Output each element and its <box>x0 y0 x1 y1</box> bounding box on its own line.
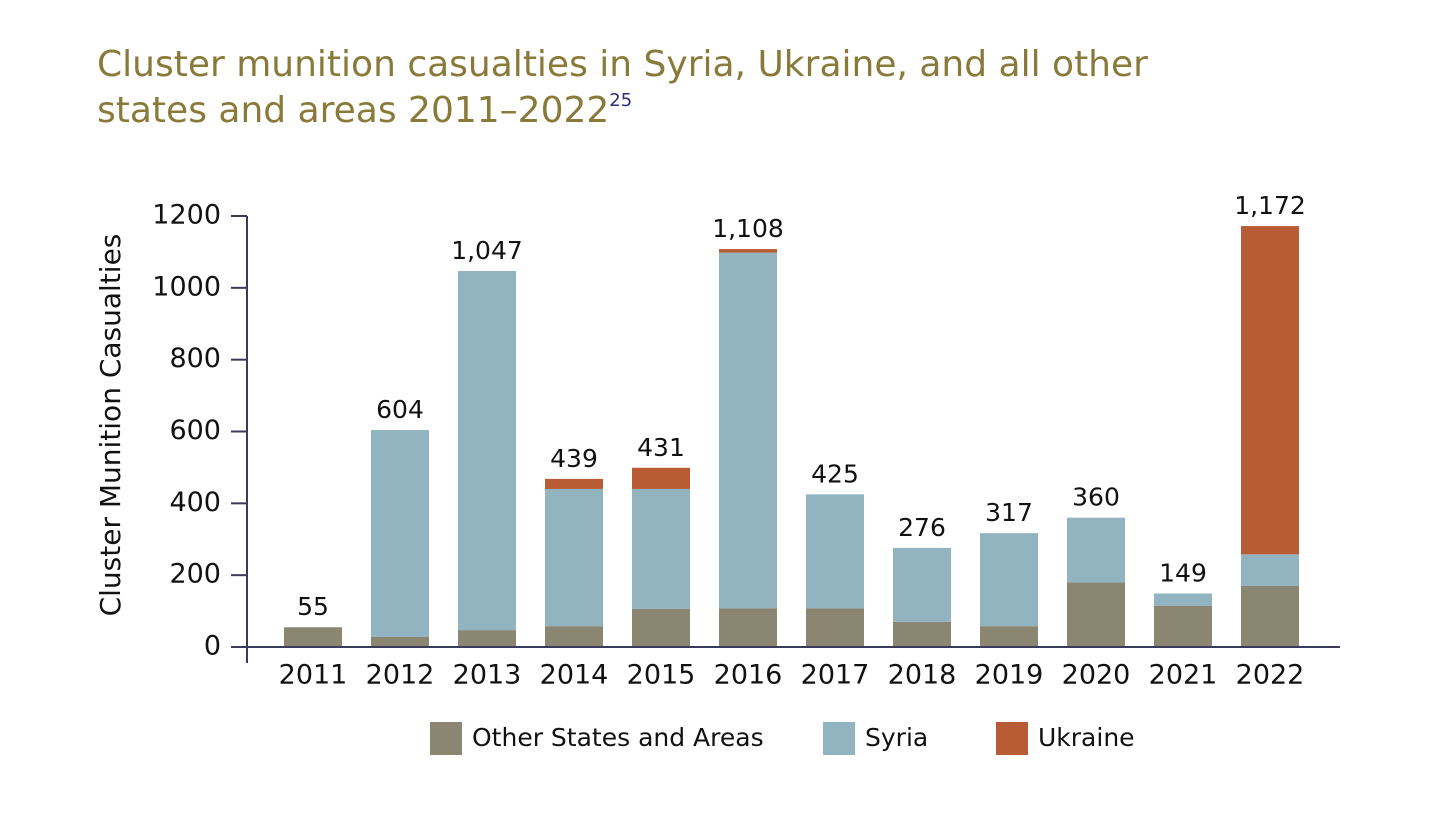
bar-segment <box>1067 582 1125 647</box>
total-label: 276 <box>898 513 946 542</box>
bar-segment <box>632 467 690 489</box>
x-tick-label: 2021 <box>1149 660 1218 691</box>
total-label: 149 <box>1159 558 1207 587</box>
x-tick-label: 2013 <box>453 660 522 691</box>
bar-segment <box>1067 517 1125 583</box>
bar-segment <box>1154 605 1212 647</box>
bar-segment <box>632 488 690 609</box>
x-tick-label: 2020 <box>1062 660 1131 691</box>
bar-segment <box>371 430 429 637</box>
bar-segment <box>893 621 951 647</box>
title-note: 25 <box>609 90 633 111</box>
x-tick-label: 2018 <box>888 660 957 691</box>
bar-segment <box>806 608 864 647</box>
bar-segment <box>980 626 1038 647</box>
bar-segment <box>719 252 777 609</box>
x-tick-label: 2019 <box>975 660 1044 691</box>
y-tick-label: 1000 <box>152 271 221 302</box>
x-tick-label: 2015 <box>627 660 696 691</box>
y-tick-label: 1200 <box>152 200 221 231</box>
total-label: 1,047 <box>451 236 523 265</box>
legend-label: Other States and Areas <box>472 723 764 752</box>
x-tick-label: 2017 <box>801 660 870 691</box>
chart-title-block: Cluster munition casualties in Syria, Uk… <box>97 42 1247 134</box>
bar-segment <box>1154 593 1212 606</box>
x-tick-label: 2014 <box>540 660 609 691</box>
legend-swatch <box>996 722 1028 755</box>
legend-swatch <box>430 722 462 755</box>
bar-segment <box>1241 585 1299 647</box>
bar-segment <box>1241 226 1299 555</box>
y-tick-label: 800 <box>169 343 221 374</box>
y-tick-label: 400 <box>169 487 221 518</box>
legend-label: Ukraine <box>1038 723 1135 752</box>
bar-segment <box>980 533 1038 627</box>
total-label: 1,108 <box>712 214 784 243</box>
bar-segment <box>893 547 951 622</box>
total-label: 431 <box>637 433 685 462</box>
bar-segment <box>1241 554 1299 586</box>
legend-label: Syria <box>865 723 928 752</box>
x-tick-label: 2012 <box>366 660 435 691</box>
bar-segment <box>458 630 516 647</box>
legend-swatch <box>823 722 855 755</box>
bar-segment <box>719 608 777 647</box>
total-label: 55 <box>297 592 329 621</box>
bar-segment <box>284 627 342 647</box>
chart-title: Cluster munition casualties in Syria, Uk… <box>97 44 1148 131</box>
total-label: 439 <box>550 444 598 473</box>
total-label: 425 <box>811 459 859 488</box>
y-tick-label: 200 <box>169 559 221 590</box>
bar-segment <box>371 636 429 647</box>
bar-segment <box>545 488 603 627</box>
bar-segment <box>806 494 864 609</box>
bar-segment <box>545 478 603 489</box>
total-label: 1,172 <box>1234 191 1306 220</box>
bar-segment <box>458 270 516 631</box>
total-label: 604 <box>376 395 424 424</box>
y-axis-label: Cluster Munition Casualties <box>94 234 127 617</box>
bar-segment <box>545 626 603 647</box>
x-tick-label: 2011 <box>279 660 348 691</box>
y-tick-label: 600 <box>169 415 221 446</box>
y-tick-label: 0 <box>204 631 221 662</box>
x-tick-label: 2022 <box>1236 660 1305 691</box>
total-label: 360 <box>1072 483 1120 512</box>
total-label: 317 <box>985 498 1033 527</box>
bar-segment <box>632 608 690 647</box>
bar-segment <box>719 249 777 253</box>
x-tick-label: 2016 <box>714 660 783 691</box>
